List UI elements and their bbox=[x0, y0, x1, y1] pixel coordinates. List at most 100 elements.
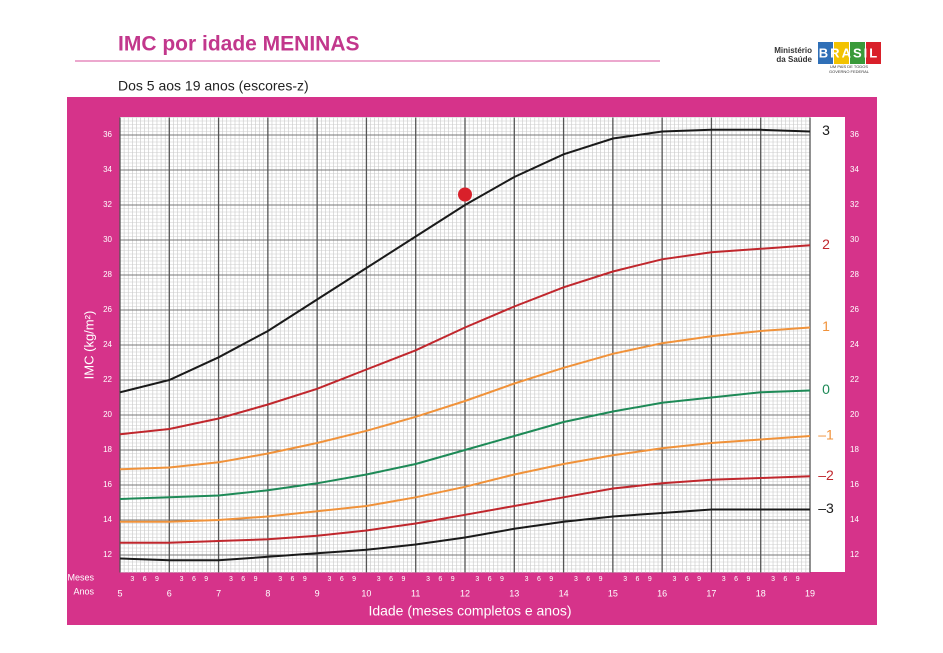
x-row-label: Meses bbox=[67, 572, 94, 582]
month-label: 9 bbox=[500, 576, 504, 583]
logo-text: Ministério bbox=[774, 46, 812, 55]
month-label: 9 bbox=[155, 576, 159, 583]
month-label: 9 bbox=[352, 576, 356, 583]
legend-label: –3 bbox=[818, 500, 834, 516]
y-tick-label: 18 bbox=[850, 445, 859, 454]
x-axis-label: Idade (meses completos e anos) bbox=[368, 603, 571, 619]
month-label: 6 bbox=[143, 576, 147, 583]
y-tick-label: 28 bbox=[850, 270, 859, 279]
y-tick-label: 30 bbox=[103, 235, 112, 244]
x-tick-label: 14 bbox=[559, 588, 569, 598]
x-tick-label: 13 bbox=[509, 588, 519, 598]
y-tick-label: 34 bbox=[103, 165, 112, 174]
y-tick-label: 24 bbox=[103, 340, 112, 349]
y-tick-label: 36 bbox=[103, 130, 112, 139]
month-label: 9 bbox=[204, 576, 208, 583]
legend-label: 3 bbox=[822, 122, 830, 138]
legend-label: 2 bbox=[822, 236, 830, 252]
y-tick-label: 16 bbox=[850, 480, 859, 489]
x-tick-label: 18 bbox=[756, 588, 766, 598]
x-tick-label: 17 bbox=[706, 588, 716, 598]
logo-block bbox=[850, 42, 865, 64]
month-label: 6 bbox=[734, 576, 738, 583]
y-tick-label: 22 bbox=[850, 375, 859, 384]
x-tick-label: 19 bbox=[805, 588, 815, 598]
month-label: 9 bbox=[303, 576, 307, 583]
month-label: 6 bbox=[438, 576, 442, 583]
y-tick-label: 32 bbox=[850, 200, 859, 209]
x-tick-label: 8 bbox=[265, 588, 270, 598]
month-label: 6 bbox=[389, 576, 393, 583]
y-tick-label: 20 bbox=[850, 410, 859, 419]
month-label: 9 bbox=[451, 576, 455, 583]
month-label: 3 bbox=[377, 576, 381, 583]
z-curve bbox=[119, 326, 811, 471]
y-tick-label: 34 bbox=[850, 165, 859, 174]
y-tick-label: 32 bbox=[103, 200, 112, 209]
logo-brand: BRASIL bbox=[819, 45, 879, 60]
z-curve bbox=[120, 435, 811, 523]
legend-label: –1 bbox=[818, 427, 834, 443]
logo-block bbox=[834, 42, 849, 64]
month-label: 3 bbox=[229, 576, 233, 583]
month-label: 9 bbox=[746, 576, 750, 583]
chart-title: IMC por idade MENINAS bbox=[118, 33, 360, 56]
logo: Ministério da Saúde BRASIL UM PAÍS DE TO… bbox=[774, 42, 881, 74]
y-tick-label: 26 bbox=[850, 305, 859, 314]
legend-label: 1 bbox=[822, 318, 830, 334]
x-tick-label: 16 bbox=[657, 588, 667, 598]
y-tick-label: 18 bbox=[103, 445, 112, 454]
y-tick-label: 30 bbox=[850, 235, 859, 244]
logo-text: da Saúde bbox=[776, 55, 812, 64]
z-curve bbox=[120, 475, 811, 544]
month-label: 3 bbox=[426, 576, 430, 583]
month-label: 6 bbox=[192, 576, 196, 583]
chart-subtitle: Dos 5 aos 19 anos (escores-z) bbox=[118, 78, 309, 94]
z-curve bbox=[119, 128, 811, 394]
month-label: 9 bbox=[796, 576, 800, 583]
x-row-label: Anos bbox=[73, 586, 94, 596]
marker-point bbox=[458, 187, 472, 202]
logo-text: GOVERNO FEDERAL bbox=[829, 69, 870, 74]
month-label: 9 bbox=[401, 576, 405, 583]
month-label: 3 bbox=[771, 576, 775, 583]
x-tick-label: 6 bbox=[167, 588, 172, 598]
month-label: 6 bbox=[685, 576, 689, 583]
month-label: 6 bbox=[636, 576, 640, 583]
y-tick-label: 20 bbox=[103, 410, 112, 419]
x-tick-label: 11 bbox=[411, 588, 420, 598]
y-tick-label: 22 bbox=[103, 375, 112, 384]
month-label: 6 bbox=[241, 576, 245, 583]
x-tick-label: 7 bbox=[216, 588, 221, 598]
y-tick-label: 16 bbox=[103, 480, 112, 489]
logo-block bbox=[818, 42, 833, 64]
y-axis-label: IMC (kg/m²) bbox=[81, 311, 96, 380]
month-label: 3 bbox=[180, 576, 184, 583]
month-label: 3 bbox=[278, 576, 282, 583]
month-label: 3 bbox=[623, 576, 627, 583]
y-tick-label: 12 bbox=[850, 550, 859, 559]
month-label: 9 bbox=[697, 576, 701, 583]
x-tick-label: 12 bbox=[460, 588, 470, 598]
month-label: 6 bbox=[340, 576, 344, 583]
month-label: 3 bbox=[328, 576, 332, 583]
month-label: 3 bbox=[574, 576, 578, 583]
x-tick-label: 10 bbox=[361, 588, 371, 598]
month-label: 6 bbox=[537, 576, 541, 583]
y-tick-label: 26 bbox=[103, 305, 112, 314]
month-label: 3 bbox=[722, 576, 726, 583]
month-label: 9 bbox=[648, 576, 652, 583]
month-label: 3 bbox=[673, 576, 677, 583]
month-label: 3 bbox=[525, 576, 529, 583]
y-tick-label: 12 bbox=[103, 550, 112, 559]
month-label: 6 bbox=[291, 576, 295, 583]
month-label: 3 bbox=[475, 576, 479, 583]
z-curve bbox=[119, 244, 811, 436]
legend-label: 0 bbox=[822, 381, 830, 397]
month-label: 6 bbox=[586, 576, 590, 583]
z-curve bbox=[119, 389, 811, 500]
y-tick-label: 36 bbox=[850, 130, 859, 139]
logo-text: UM PAÍS DE TODOS bbox=[830, 64, 868, 69]
month-label: 6 bbox=[783, 576, 787, 583]
